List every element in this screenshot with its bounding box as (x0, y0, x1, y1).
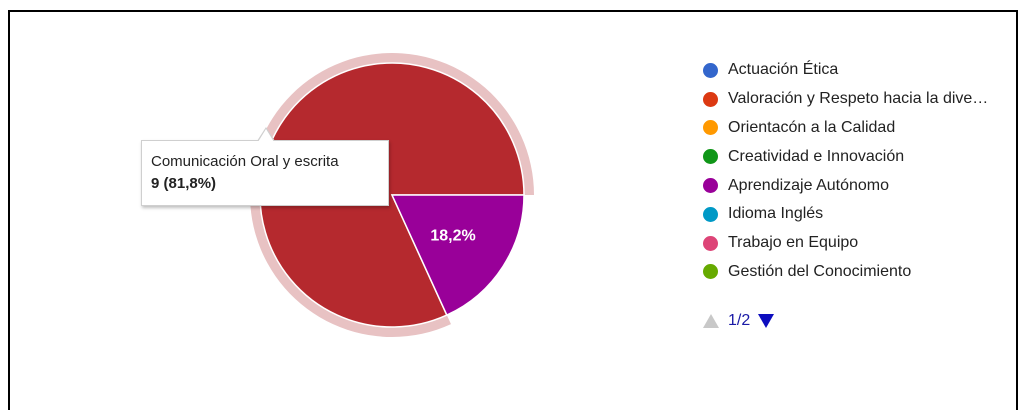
pager-text: 1/2 (728, 312, 751, 329)
legend-swatch (703, 120, 718, 136)
tooltip-value: 9 (81,8%) (151, 175, 217, 192)
legend-item[interactable]: Creatividad e Innovación (703, 142, 988, 171)
legend-label: Gestión del Conocimiento (728, 262, 912, 280)
legend-label: Orientacón a la Calidad (728, 118, 896, 136)
legend-swatch (703, 235, 718, 251)
page-down-icon[interactable] (758, 314, 775, 328)
tooltip: Comunicación Oral y escrita 9 (81,8%) (141, 127, 389, 206)
legend-swatch (703, 149, 718, 165)
legend-item[interactable]: Gestión del Conocimiento (703, 258, 988, 287)
slice-label: 18,2% (430, 227, 475, 244)
legend-swatch (703, 264, 718, 280)
legend-label: Trabajo en Equipo (728, 234, 859, 252)
legend-label: Idioma Inglés (728, 205, 824, 223)
legend-item[interactable]: Trabajo en Equipo (703, 229, 988, 258)
legend-label: Actuación Ética (728, 61, 839, 79)
tooltip-title: Comunicación Oral y escrita (151, 153, 339, 170)
legend-swatch (703, 62, 718, 78)
pie-slice[interactable] (259, 62, 525, 328)
legend-pager: 1/2 (703, 312, 775, 330)
legend-item[interactable]: Idioma Inglés (703, 200, 988, 229)
legend: Actuación Ética Valoración y Respeto hac… (703, 56, 988, 286)
legend-swatch (703, 91, 718, 107)
legend-item[interactable]: Aprendizaje Autónomo (703, 171, 988, 200)
legend-swatch (703, 178, 718, 194)
legend-item[interactable]: Orientacón a la Calidad (703, 114, 988, 143)
legend-label: Creatividad e Innovación (728, 147, 905, 165)
pie-slice[interactable] (390, 194, 525, 317)
legend-label: Aprendizaje Autónomo (728, 176, 889, 194)
page-up-icon[interactable] (703, 314, 719, 328)
legend-swatch (703, 206, 718, 222)
chart-frame (8, 10, 1018, 410)
legend-item[interactable]: Actuación Ética (703, 56, 988, 85)
legend-item[interactable]: Valoración y Respeto hacia la dive… (703, 85, 988, 114)
legend-label: Valoración y Respeto hacia la dive… (728, 90, 989, 108)
tooltip-arrow-fill (258, 129, 274, 142)
